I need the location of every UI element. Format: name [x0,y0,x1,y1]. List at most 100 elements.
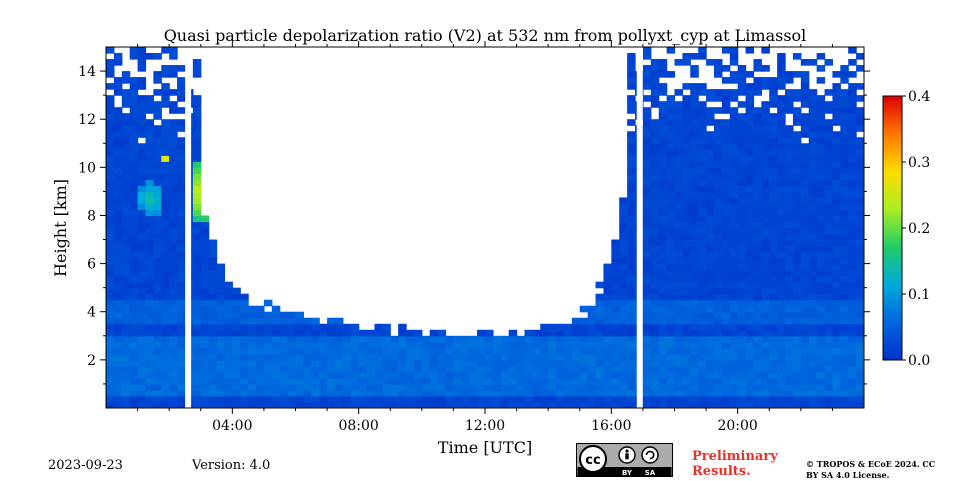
heatmap-cell [611,389,620,397]
heatmap-cell [129,155,139,162]
heatmap-cell [785,347,794,355]
heatmap-cell [785,179,794,186]
heatmap-cell [113,305,123,313]
heatmap-cell [113,377,123,385]
heatmap-cell [729,287,739,295]
heatmap-cell [192,185,202,192]
heatmap-cell [627,365,636,373]
heatmap-cell [721,281,731,289]
heatmap-cell [642,365,652,373]
heatmap-cell [137,197,147,205]
heatmap-cell [106,377,115,385]
heatmap-cell [153,293,162,301]
heatmap-cell [485,335,494,343]
heatmap-cell [106,239,115,247]
heatmap-cell [650,305,660,313]
heatmap-cell [666,191,676,199]
heatmap-cell [737,179,747,186]
heatmap-cell [800,197,810,205]
heatmap-cell [256,317,265,325]
heatmap-cell [153,233,162,241]
heatmap-cell [706,335,715,343]
heatmap-cell [287,371,297,379]
heatmap-cell [706,155,715,162]
heatmap-cell [113,347,123,355]
heatmap-cell [792,215,802,223]
heatmap-cell [785,275,794,283]
heatmap-cell [532,389,541,397]
heatmap-cell [698,395,707,403]
heatmap-cell [682,83,691,90]
heatmap-cell [785,101,794,108]
heatmap-cell [334,383,344,391]
heatmap-cell [698,275,707,283]
heatmap-cell [627,149,636,156]
heatmap-cell [698,401,707,408]
heatmap-cell [848,353,857,361]
heatmap-cell [200,317,210,325]
heatmap-cell [777,143,786,150]
heatmap-cell [350,383,360,391]
heatmap-cell [437,365,447,373]
heatmap-cell [311,377,320,385]
heatmap-cell [721,47,731,54]
heatmap-cell [792,401,802,408]
heatmap-cell [706,281,715,289]
heatmap-cell [737,299,747,307]
heatmap-cell [729,221,739,229]
heatmap-cell [516,365,526,373]
heatmap-cell [808,233,818,241]
heatmap-cell [106,275,115,283]
heatmap-cell [753,353,762,361]
heatmap-cell [192,347,202,355]
heatmap-cell [121,137,131,144]
heatmap-cell [642,233,652,241]
heatmap-cell [792,293,802,301]
heatmap-cell [848,137,857,144]
heatmap-cell [121,131,131,138]
heatmap-cell [785,215,794,223]
heatmap-cell [800,113,810,120]
heatmap-cell [658,71,668,78]
heatmap-cell [106,167,115,174]
heatmap-cell [627,395,636,403]
heatmap-cell [137,395,147,403]
heatmap-cell [682,359,691,367]
heatmap-cell [808,383,818,391]
heatmap-cell [500,341,510,349]
heatmap-cell [650,65,660,72]
heatmap-cell [816,53,826,60]
heatmap-cell [129,311,139,319]
heatmap-cell [563,401,573,408]
heatmap-cell [650,191,660,199]
heatmap-cell [698,155,707,162]
heatmap-cell [627,293,636,301]
heatmap-cell [177,161,186,168]
heatmap-cell [256,359,265,367]
heatmap-cell [390,371,399,379]
heatmap-cell [690,371,699,379]
heatmap-cell [848,299,857,307]
heatmap-cell [437,335,447,343]
heatmap-cell [650,239,660,247]
heatmap-cell [619,341,628,349]
heatmap-cell [177,227,186,235]
heatmap-cell [777,197,786,205]
heatmap-cell [406,335,415,343]
heatmap-cell [587,383,597,391]
heatmap-cell [627,227,636,235]
heatmap-cell [713,281,723,289]
heatmap-cell [603,389,612,397]
heatmap-cell [785,323,794,331]
heatmap-cell [832,311,841,319]
heatmap-cell [161,275,170,283]
heatmap-cell [666,131,676,138]
heatmap-cell [121,311,131,319]
heatmap-cell [240,329,249,337]
heatmap-cell [177,77,186,84]
heatmap-cell [856,233,864,241]
heatmap-cell [319,359,328,367]
heatmap-cell [177,179,186,186]
heatmap-cell [769,365,778,373]
heatmap-cell [713,107,723,114]
